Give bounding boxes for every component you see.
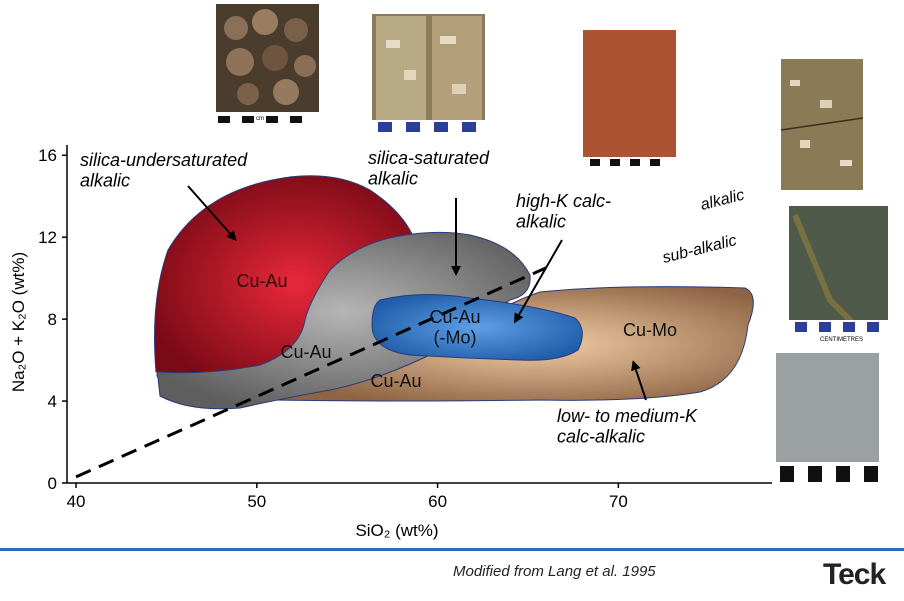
- green-vein-photo: CENTIMETRES: [789, 206, 888, 344]
- text-line: calc-alkalic: [557, 427, 645, 447]
- teck-logo: Teck: [823, 558, 886, 591]
- arrow-silica-undersaturated: [187, 185, 237, 241]
- x-axis: 40 50 60 70: [67, 482, 772, 511]
- annotation-silica-undersaturated: silica-undersaturated alkalic: [80, 150, 248, 191]
- sub-alkalic-label: sub-alkalic: [661, 232, 738, 267]
- alkalic-divider-line: [75, 266, 547, 479]
- text-line: (-Mo): [434, 328, 477, 348]
- annotation-low-medium-k: low- to medium-K calc-alkalic: [557, 406, 698, 447]
- red-altered-rock-photo: [583, 30, 676, 168]
- field-label-blue: Cu-Au (-Mo): [429, 307, 480, 348]
- text-line: silica-saturated: [368, 148, 490, 168]
- centimetres-scale-label: CENTIMETRES: [820, 337, 863, 343]
- field-label-red: Cu-Au: [236, 271, 287, 291]
- grey-porphyry-photo: [776, 353, 879, 484]
- x-tick-label: 60: [428, 492, 447, 511]
- footer-divider: [0, 548, 904, 551]
- text-line: alkalic: [80, 171, 130, 191]
- annotation-high-k: high-K calc-alkalic: [516, 191, 611, 232]
- text-line: alkalic: [516, 212, 566, 232]
- orbicular-rock-photo: cm: [216, 4, 319, 124]
- field-label-tan-left: Cu-Au: [370, 371, 421, 391]
- y-tick-label: 0: [48, 474, 57, 493]
- y-tick-label: 12: [38, 228, 57, 247]
- arrow-low-medium-k: [631, 360, 647, 401]
- field-label-tan: Cu-Mo: [623, 320, 677, 340]
- text-line: silica-undersaturated: [80, 150, 248, 170]
- field-label-grey: Cu-Au: [280, 342, 331, 362]
- text-line: alkalic: [368, 169, 418, 189]
- field-silica-undersaturated-alkalic: [154, 175, 413, 374]
- field-high-k-calc-alkalic: [371, 293, 583, 361]
- x-tick-label: 50: [247, 492, 266, 511]
- y-tick-label: 4: [48, 392, 57, 411]
- source-credit: Modified from Lang et al. 1995: [453, 563, 656, 580]
- annotation-silica-saturated: silica-saturated alkalic: [368, 148, 490, 189]
- text-line: low- to medium-K: [557, 406, 698, 426]
- alkalic-label: alkalic: [699, 187, 746, 214]
- text-line: high-K calc-: [516, 191, 611, 211]
- x-tick-label: 40: [67, 492, 86, 511]
- cm-scale-label: cm: [256, 116, 264, 122]
- x-tick-label: 70: [609, 492, 628, 511]
- x-axis-title: SiO₂ (wt%): [355, 521, 438, 540]
- y-axis: 0 4 8 12 16: [38, 145, 68, 493]
- y-tick-label: 16: [38, 146, 57, 165]
- text-line: Cu-Au: [429, 307, 480, 327]
- y-axis-title: Na₂O + K₂O (wt%): [9, 252, 28, 392]
- drill-core-photo: [372, 14, 485, 134]
- y-tick-label: 8: [48, 310, 57, 329]
- arrow-high-k: [514, 239, 563, 324]
- porphyry-photo-1: [780, 59, 864, 190]
